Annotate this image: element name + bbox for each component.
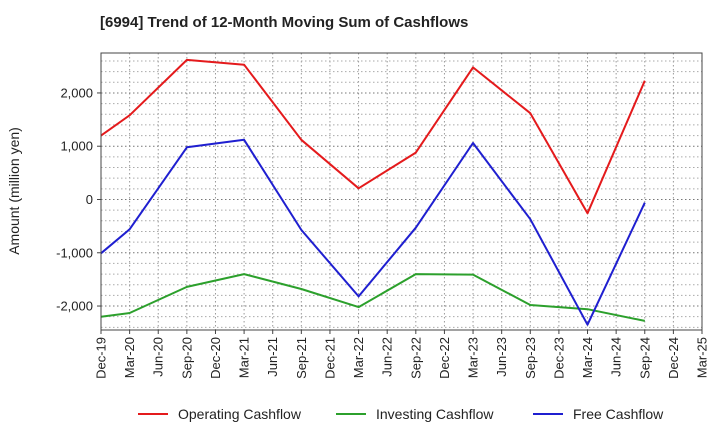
x-tick-label: Mar-25	[695, 337, 710, 378]
x-tick-label: Mar-24	[580, 337, 595, 378]
series-line-free-cashflow	[100, 138, 646, 326]
x-tick-label: Jun-23	[494, 337, 509, 377]
y-tick-label: -2,000	[56, 299, 93, 314]
x-tick-label: Sep-22	[408, 337, 423, 379]
legend: Operating Cashflow Investing Cashflow Free…	[138, 406, 664, 422]
x-tick-label: Mar-22	[351, 337, 366, 378]
x-tick-label: Sep-21	[294, 337, 309, 379]
y-tick-label: 2,000	[60, 85, 93, 100]
x-tick-label: Jun-21	[265, 337, 280, 377]
legend-label-operating-cashflow: Operating Cashflow	[178, 406, 302, 422]
y-axis-label: Amount (million yen)	[6, 127, 22, 255]
x-tick-labels: Dec-19 Mar-20 Jun-20 Sep-20 Dec-20 Mar-21 Jun-…	[94, 330, 710, 379]
x-tick-label: Sep-23	[523, 337, 538, 379]
x-tick-label: Dec-23	[551, 337, 566, 379]
x-tick-label: Jun-20	[151, 337, 166, 377]
plot-frame	[100, 52, 703, 331]
legend-label-free-cashflow: Free Cashflow	[573, 406, 664, 422]
x-tick-label: Dec-20	[208, 337, 223, 379]
x-tick-label: Mar-23	[466, 337, 481, 378]
x-tick-label: Sep-24	[637, 337, 652, 379]
x-tick-label: Mar-20	[122, 337, 137, 378]
chart-title: [6994] Trend of 12-Month Moving Sum of C…	[100, 14, 469, 31]
y-tick-label: -1,000	[56, 245, 93, 260]
y-tick-labels: 2,000 1,000 0 -1,000 -2,000	[56, 85, 101, 314]
y-tick-label: 0	[86, 192, 93, 207]
series-line-operating-cashflow	[100, 58, 646, 215]
x-tick-label: Dec-24	[666, 337, 681, 379]
x-tick-label: Jun-24	[609, 337, 624, 377]
x-tick-label: Dec-21	[322, 337, 337, 379]
grid	[100, 53, 703, 330]
x-tick-label: Dec-19	[94, 337, 109, 379]
series-line-investing-cashflow	[100, 273, 646, 322]
legend-label-investing-cashflow: Investing Cashflow	[376, 406, 494, 422]
x-tick-label: Dec-22	[437, 337, 452, 379]
x-tick-label: Sep-20	[179, 337, 194, 379]
x-tick-label: Jun-22	[380, 337, 395, 377]
series-lines	[100, 58, 646, 326]
y-tick-label: 1,000	[60, 139, 93, 154]
x-tick-label: Mar-21	[237, 337, 252, 378]
